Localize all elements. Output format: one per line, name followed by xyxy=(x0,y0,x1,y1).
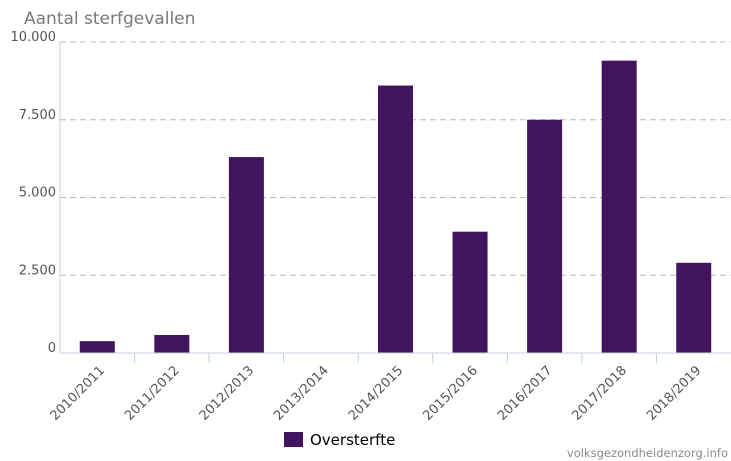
source-credit: volksgezondheidenzorg.info xyxy=(567,446,728,460)
y-tick-label: 5.000 xyxy=(19,186,56,201)
y-tick-label: 0 xyxy=(48,341,56,356)
x-tick-label: 2010/2011 xyxy=(48,363,109,424)
x-tick-label: 2013/2014 xyxy=(271,363,332,424)
legend-swatch-oversterfte xyxy=(284,432,303,447)
x-tick-label: 2018/2019 xyxy=(644,363,705,424)
x-tick-label: 2014/2015 xyxy=(346,363,407,424)
x-tick-label: 2012/2013 xyxy=(197,363,258,424)
legend[interactable]: Oversterfte xyxy=(284,431,395,449)
bar-2015-2016[interactable] xyxy=(452,231,488,353)
bar-2016-2017[interactable] xyxy=(527,119,563,353)
x-tick-label: 2016/2017 xyxy=(495,363,556,424)
bar-2017-2018[interactable] xyxy=(601,60,637,353)
x-tick-label: 2017/2018 xyxy=(569,363,630,424)
x-tick-label: 2011/2012 xyxy=(122,363,183,424)
chart-title: Aantal sterfgevallen xyxy=(24,9,195,29)
legend-label-oversterfte: Oversterfte xyxy=(310,431,395,449)
bar-2012-2013[interactable] xyxy=(228,157,264,353)
bar-2011-2012[interactable] xyxy=(154,334,190,353)
bar-2014-2015[interactable] xyxy=(378,85,413,353)
bars xyxy=(79,60,712,353)
x-axis-ticks: 2010/2011 2011/2012 2012/2013 2013/2014 2014… xyxy=(48,353,705,424)
y-axis-ticks: 0 2.500 5.000 7.500 10.000 xyxy=(11,30,57,356)
bar-2018-2019[interactable] xyxy=(676,262,712,353)
y-tick-label: 10.000 xyxy=(11,30,57,45)
y-tick-label: 2.500 xyxy=(19,263,56,278)
bar-2010-2011[interactable] xyxy=(79,341,115,353)
x-tick-label: 2015/2016 xyxy=(420,363,481,424)
y-tick-label: 7.500 xyxy=(19,108,56,123)
